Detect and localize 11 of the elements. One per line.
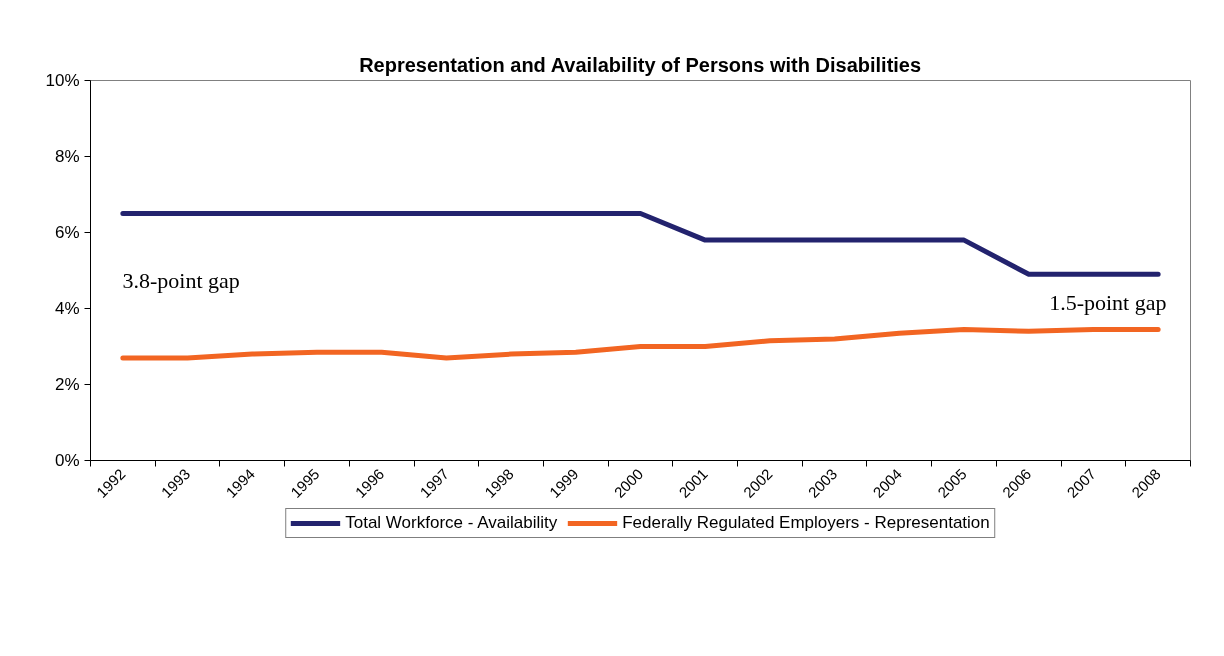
y-tick-label: 8% [54,147,80,166]
annotation: 1.5-point gap [1049,290,1167,316]
chart-title: Representation and Availability of Persons with Disabilities [359,53,922,76]
y-tick-label: 6% [54,223,80,242]
y-tick-label: 2% [54,375,80,394]
y-tick-label: 10% [45,71,80,90]
legend-label: Federally Regulated Employers - Representation [622,513,990,533]
y-tick-label: 0% [54,451,80,470]
legend-label: Total Workforce - Availability [345,513,558,533]
y-tick-label: 4% [54,299,80,318]
annotation: 3.8-point gap [122,267,240,293]
